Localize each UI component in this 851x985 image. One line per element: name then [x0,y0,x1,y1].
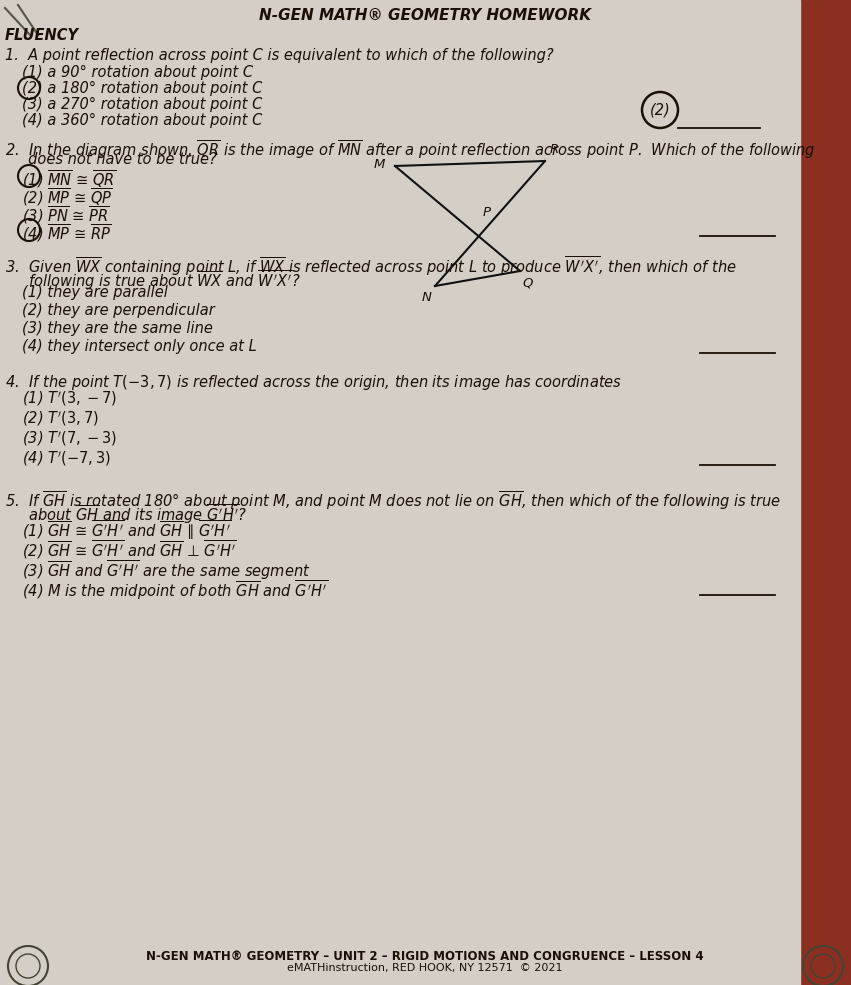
Text: (4) $M$ is the midpoint of both $\overline{GH}$ and $\overline{G'H'}$: (4) $M$ is the midpoint of both $\overli… [22,579,328,602]
Text: (3) a 270° rotation about point C: (3) a 270° rotation about point C [22,97,262,112]
Text: (4) $T'(-7, 3)$: (4) $T'(-7, 3)$ [22,449,111,468]
Text: (1) $T'(3, -7)$: (1) $T'(3, -7)$ [22,389,117,408]
Text: 2.  In the diagram shown, $\overline{QR}$ is the image of $\overline{MN}$ after : 2. In the diagram shown, $\overline{QR}$… [5,138,815,161]
Text: about $\overline{GH}$ and its image $\overline{G'H'}$?: about $\overline{GH}$ and its image $\ov… [5,503,247,526]
Text: P: P [483,207,491,220]
Text: N: N [422,291,432,304]
Text: (3) $T'(7, -3)$: (3) $T'(7, -3)$ [22,429,117,447]
Text: (2): (2) [649,102,671,117]
Text: (3) $\overline{GH}$ and $\overline{G'H'}$ are the same segment: (3) $\overline{GH}$ and $\overline{G'H'}… [22,559,311,582]
Text: does not have to be true?: does not have to be true? [5,152,217,167]
Text: (3) $\overline{PN}$ ≅ $\overline{PR}$: (3) $\overline{PN}$ ≅ $\overline{PR}$ [22,204,110,226]
Text: (2) $T'(3, 7)$: (2) $T'(3, 7)$ [22,409,99,427]
Text: Q: Q [523,276,534,289]
Text: (4) a 360° rotation about point C: (4) a 360° rotation about point C [22,113,262,128]
Text: following is true about $\overline{WX}$ and $\overline{W'X'}$?: following is true about $\overline{WX}$ … [5,269,300,293]
Text: (1) they are parallel: (1) they are parallel [22,285,168,300]
Text: N-GEN MATH® GEOMETRY HOMEWORK: N-GEN MATH® GEOMETRY HOMEWORK [259,8,591,23]
Bar [800,0,851,985]
Text: M: M [374,158,385,170]
Text: (3) they are the same line: (3) they are the same line [22,321,213,336]
Text: (1) a 90° rotation about point C: (1) a 90° rotation about point C [22,65,253,80]
Text: N-GEN MATH® GEOMETRY – UNIT 2 – RIGID MOTIONS AND CONGRUENCE – LESSON 4: N-GEN MATH® GEOMETRY – UNIT 2 – RIGID MO… [146,950,704,963]
Text: (4) $\overline{MP}$ ≅ $\overline{RP}$: (4) $\overline{MP}$ ≅ $\overline{RP}$ [22,222,111,243]
Text: R: R [550,143,559,156]
Text: (2) $\overline{MP}$ ≅ $\overline{QP}$: (2) $\overline{MP}$ ≅ $\overline{QP}$ [22,186,112,208]
Text: (2) $\overline{GH}$ ≅ $\overline{G'H'}$ and $\overline{GH}$ ⊥ $\overline{G'H'}$: (2) $\overline{GH}$ ≅ $\overline{G'H'}$ … [22,539,237,561]
Text: eMATHinstruction, RED HOOK, NY 12571  © 2021: eMATHinstruction, RED HOOK, NY 12571 © 2… [288,963,563,973]
Text: 1.  A point reflection across point C is equivalent to which of the following?: 1. A point reflection across point C is … [5,48,554,63]
Text: (2) a 180° rotation about point C: (2) a 180° rotation about point C [22,81,262,96]
Text: 3.  Given $\overline{WX}$ containing point L, if $\overline{WX}$ is reflected ac: 3. Given $\overline{WX}$ containing poin… [5,255,737,278]
Text: (2) they are perpendicular: (2) they are perpendicular [22,303,214,318]
Text: (1) $\overline{MN}$ ≅ $\overline{QR}$: (1) $\overline{MN}$ ≅ $\overline{QR}$ [22,168,116,189]
Text: 4.  If the point $T(-3, 7)$ is reflected across the origin, then its image has c: 4. If the point $T(-3, 7)$ is reflected … [5,373,622,392]
Text: (4) they intersect only once at L: (4) they intersect only once at L [22,339,257,354]
Text: (1) $\overline{GH}$ ≅ $\overline{G'H'}$ and $\overline{GH}$ ∥ $\overline{G'H'}$: (1) $\overline{GH}$ ≅ $\overline{G'H'}$ … [22,519,231,542]
Text: 5.  If $\overline{GH}$ is rotated 180° about point M, and point M does not lie o: 5. If $\overline{GH}$ is rotated 180° ab… [5,489,781,511]
Text: FLUENCY: FLUENCY [5,28,79,43]
